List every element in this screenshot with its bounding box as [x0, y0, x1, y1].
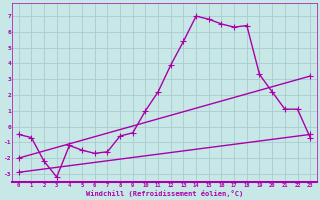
X-axis label: Windchill (Refroidissement éolien,°C): Windchill (Refroidissement éolien,°C): [86, 190, 243, 197]
